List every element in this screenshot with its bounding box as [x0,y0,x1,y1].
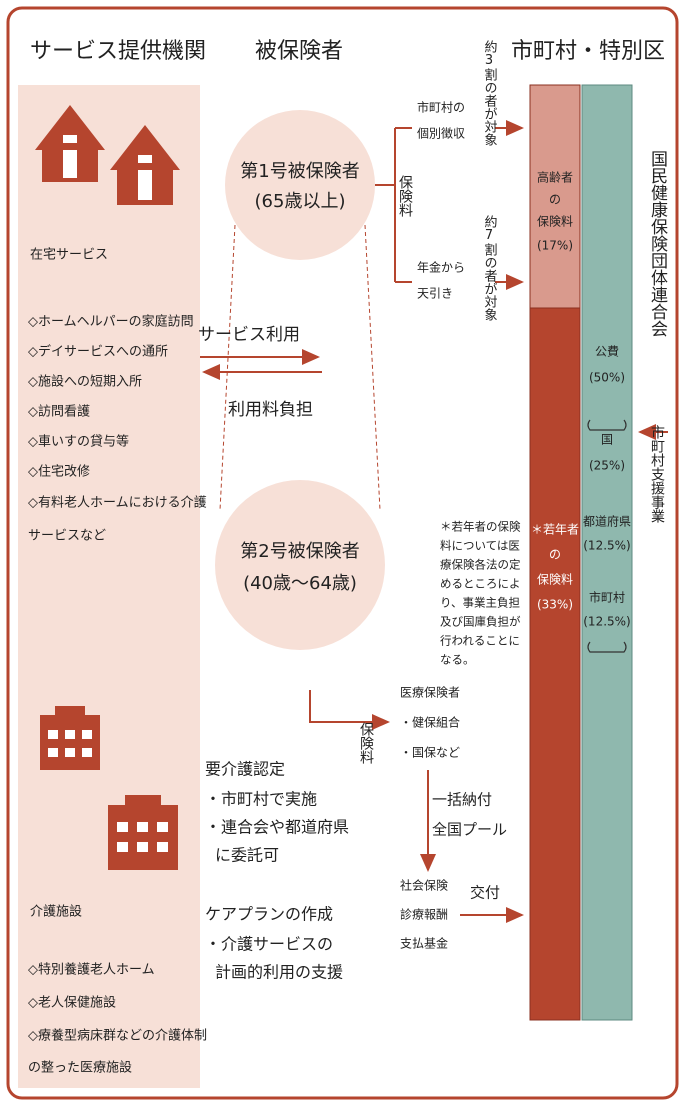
vertical-label: 市町村支援事業 [649,424,665,523]
note-line: なる。 [440,653,475,667]
funding-label: 高齢者 [537,170,573,185]
note-line: り、事業主負担 [440,596,520,610]
label: ・連合会や都道府県 [205,818,349,837]
note-line: めるところによ [440,577,521,591]
label: 全国プール [432,821,507,839]
house-icons [35,105,180,205]
funding-label: 都道府県 [583,514,631,529]
first-insured-circle [225,110,375,260]
list-item: ◇施設への短期入所 [28,374,142,390]
arrow-label: サービス利用 [198,325,300,345]
insured-label: 第1号被保険者 [240,161,359,182]
vertical-label: 国民健康保険団体連合会 [647,150,668,337]
label: に委託可 [215,846,279,865]
vertical-label: 約7割の者が対象 [482,215,498,321]
label: 支払基金 [400,936,448,951]
arrows [200,120,668,923]
funding-label: (50%) [589,371,625,385]
funding-label: (33%) [537,598,573,612]
list-item: の整った医療施設 [28,1060,132,1076]
funding-label: 保険料 [537,573,573,587]
funding-label: の [549,548,561,562]
brackets [587,419,627,653]
header: サービス提供機関 [30,39,206,64]
header: 被保険者 [255,39,343,64]
note-line: ＊若年者の保険 [440,520,521,534]
funding-label: (17%) [537,239,573,253]
funding-label: ＊若年者 [531,523,579,537]
list-item: ◇療養型病床群などの介護体制 [28,1028,207,1044]
section-label: 介護施設 [30,904,82,920]
insured-label: (40歳～64歳) [243,573,357,594]
list-item: ◇特別養護老人ホーム [28,962,155,978]
funding-label: 国 [601,433,613,447]
funding-label: 保険料 [537,215,573,229]
funding-label: 市町村 [589,590,625,605]
label: ・国保など [400,746,460,760]
funding-label: (12.5%) [583,539,630,553]
young-premium-bar [529,307,581,1021]
label: ・介護サービスの [205,935,333,954]
funding-label: (12.5%) [583,615,630,629]
note-line: 療保険各法の定 [440,558,521,572]
elderly-premium-bar [529,84,581,309]
list-item: ◇有料老人ホームにおける介護 [28,495,207,511]
label: ケアプランの作成 [205,905,333,924]
label: 要介護認定 [205,760,285,779]
label: ・市町村で実施 [205,790,317,809]
provider-panel [18,85,200,1088]
label: 市町村の [417,100,465,115]
arrow-label: 利用料負担 [228,400,313,420]
insured-label: 第2号被保険者 [240,541,359,562]
label: 計画的利用の支援 [215,963,343,982]
vertical-label: 約3割の者が対象 [482,40,498,146]
funding-label: (25%) [589,459,625,473]
frame [6,6,679,1100]
label: 診療報酬 [400,907,448,922]
list-item: ◇デイサービスへの通所 [28,344,168,360]
second-insured-circle [215,480,385,650]
dashed-links [219,224,381,511]
label: 一括納付 [432,791,492,809]
insured-label: (65歳以上) [255,191,346,212]
note-line: 料については医 [440,539,520,553]
building-icons [40,706,178,870]
funding-label: の [549,193,561,207]
header: 市町村・特別区 [511,39,665,64]
label: 社会保険 [400,878,448,893]
list-item: ◇老人保健施設 [28,995,116,1011]
note-line: 及び国庫負担が [440,615,521,629]
public-funds-bar [581,84,633,1021]
label: 交付 [470,884,500,902]
list-item: サービスなど [28,529,106,544]
label: 医療保険者 [400,686,460,700]
list-item: ◇ホームヘルパーの家庭訪問 [28,314,194,330]
note-line: 行われることに [440,634,520,648]
label: 天引き [417,287,453,301]
list-item: ◇車いすの貸与等 [28,434,129,450]
label: 年金から [417,260,465,275]
section-label: 在宅サービス [30,248,108,263]
list-item: ◇住宅改修 [28,465,90,480]
funding-label: 公費 [595,344,619,359]
label: ・健保組合 [400,715,460,730]
list-item: ◇訪問看護 [28,404,90,420]
vertical-label: 保険料 [358,722,374,764]
label: 個別徴収 [417,127,465,141]
vertical-label: 保険料 [397,175,413,217]
